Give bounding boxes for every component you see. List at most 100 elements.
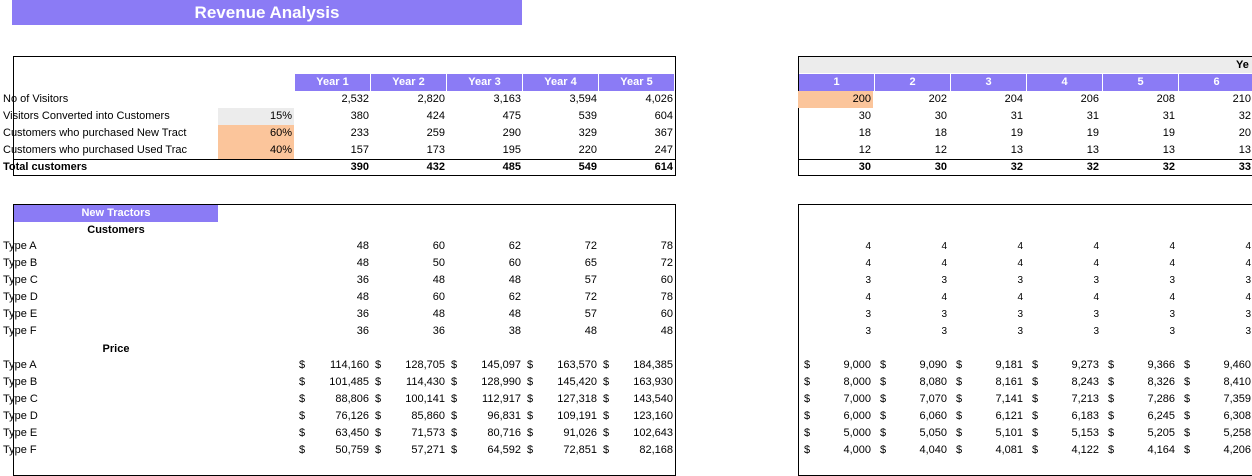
customer-type-label: Type E xyxy=(3,308,38,320)
price-section-label: Price xyxy=(102,343,130,355)
customer-month-value: 3 xyxy=(865,309,871,320)
currency-symbol: $ xyxy=(956,444,963,456)
currency-symbol: $ xyxy=(299,359,306,371)
customer-year-value: 50 xyxy=(432,257,445,269)
price-year-value: 57,271 xyxy=(411,444,445,456)
price-year-value: 128,990 xyxy=(481,376,521,388)
price-month-value: 4,040 xyxy=(919,444,947,456)
summary-month-value: 31 xyxy=(1086,110,1099,122)
summary-month-value: 202 xyxy=(928,93,947,105)
price-month-value: 4,000 xyxy=(843,444,871,456)
currency-symbol: $ xyxy=(375,444,382,456)
summary-month-value: 20 xyxy=(1238,127,1251,139)
currency-symbol: $ xyxy=(880,444,887,456)
currency-symbol: $ xyxy=(603,359,610,371)
customer-type-label: Type F xyxy=(3,325,37,337)
price-year-value: 88,806 xyxy=(335,393,369,405)
currency-symbol: $ xyxy=(1108,376,1115,388)
price-month-value: 4,206 xyxy=(1223,444,1251,456)
customer-type-label: Type B xyxy=(3,257,38,269)
price-month-value: 8,000 xyxy=(843,376,871,388)
total-year-value: 614 xyxy=(654,161,673,173)
customer-month-value: 3 xyxy=(1245,275,1251,286)
price-month-value: 5,050 xyxy=(919,427,947,439)
price-month-value: 6,000 xyxy=(843,410,871,422)
currency-symbol: $ xyxy=(527,393,534,405)
currency-symbol: $ xyxy=(451,376,458,388)
currency-symbol: $ xyxy=(299,444,306,456)
customer-month-value: 3 xyxy=(1017,326,1023,337)
price-month-value: 5,205 xyxy=(1147,427,1175,439)
summary-month-value: 200 xyxy=(798,91,873,108)
currency-symbol: $ xyxy=(1184,359,1191,371)
price-year-value: 91,026 xyxy=(563,427,597,439)
customer-month-value: 3 xyxy=(1169,326,1175,337)
currency-symbol: $ xyxy=(375,393,382,405)
summary-row-label: Customers who purchased New Tract xyxy=(3,127,187,139)
total-month-value: 32 xyxy=(1162,161,1175,173)
year-header-4: Year 4 xyxy=(523,74,598,91)
customer-month-value: 4 xyxy=(1017,258,1023,269)
customer-year-value: 48 xyxy=(660,325,673,337)
new-tractors-header: New Tractors xyxy=(14,205,218,222)
price-month-value: 7,286 xyxy=(1147,393,1175,405)
currency-symbol: $ xyxy=(880,410,887,422)
customer-year-value: 48 xyxy=(584,325,597,337)
customer-month-value: 3 xyxy=(1093,326,1099,337)
price-year-value: 63,450 xyxy=(335,427,369,439)
customer-year-value: 62 xyxy=(508,291,521,303)
total-month-value: 32 xyxy=(1010,161,1023,173)
price-year-value: 128,705 xyxy=(405,359,445,371)
summary-month-value: 31 xyxy=(1162,110,1175,122)
currency-symbol: $ xyxy=(375,410,382,422)
summary-year-value: 157 xyxy=(350,144,369,156)
price-month-value: 9,366 xyxy=(1147,359,1175,371)
price-month-value: 6,308 xyxy=(1223,410,1251,422)
total-month-value: 30 xyxy=(934,161,947,173)
customer-month-value: 4 xyxy=(1169,258,1175,269)
customer-month-value: 4 xyxy=(1245,241,1251,252)
summary-year-value: 4,026 xyxy=(645,93,673,105)
price-month-value: 9,273 xyxy=(1071,359,1099,371)
price-month-value: 7,359 xyxy=(1223,393,1251,405)
price-month-value: 4,164 xyxy=(1147,444,1175,456)
summary-month-value: 30 xyxy=(858,110,871,122)
price-year-value: 72,851 xyxy=(563,444,597,456)
customer-month-value: 3 xyxy=(1169,309,1175,320)
price-month-value: 6,121 xyxy=(995,410,1023,422)
currency-symbol: $ xyxy=(527,359,534,371)
customer-month-value: 3 xyxy=(1093,275,1099,286)
price-month-value: 5,258 xyxy=(1223,427,1251,439)
price-month-value: 5,101 xyxy=(995,427,1023,439)
summary-row-label: No of Visitors xyxy=(3,93,69,105)
summary-month-value: 32 xyxy=(1238,110,1251,122)
price-year-value: 114,160 xyxy=(330,359,369,371)
summary-year-value: 2,532 xyxy=(341,93,369,105)
price-month-value: 8,080 xyxy=(919,376,947,388)
currency-symbol: $ xyxy=(1184,427,1191,439)
currency-symbol: $ xyxy=(299,410,306,422)
customer-month-value: 4 xyxy=(941,258,947,269)
summary-row-pct: 60% xyxy=(218,125,294,142)
summary-row-pct: 15% xyxy=(218,108,294,125)
currency-symbol: $ xyxy=(1032,444,1039,456)
customer-year-value: 57 xyxy=(584,274,597,286)
customer-year-value: 48 xyxy=(356,257,369,269)
month-header-1: 1 xyxy=(799,74,874,91)
summary-year-value: 233 xyxy=(350,127,369,139)
currency-symbol: $ xyxy=(1184,444,1191,456)
currency-symbol: $ xyxy=(1108,410,1115,422)
month-header-4: 4 xyxy=(1027,74,1102,91)
total-month-value: 32 xyxy=(1086,161,1099,173)
currency-symbol: $ xyxy=(1108,427,1115,439)
summary-year-value: 475 xyxy=(502,110,521,122)
currency-symbol: $ xyxy=(603,376,610,388)
customer-month-value: 3 xyxy=(865,275,871,286)
price-year-value: 163,570 xyxy=(557,359,597,371)
total-row-border-right xyxy=(799,159,1252,160)
total-month-value: 33 xyxy=(1238,161,1251,173)
summary-panel-left xyxy=(13,56,676,176)
sheet-title: Revenue Analysis xyxy=(12,0,522,25)
currency-symbol: $ xyxy=(880,359,887,371)
currency-symbol: $ xyxy=(804,410,811,422)
